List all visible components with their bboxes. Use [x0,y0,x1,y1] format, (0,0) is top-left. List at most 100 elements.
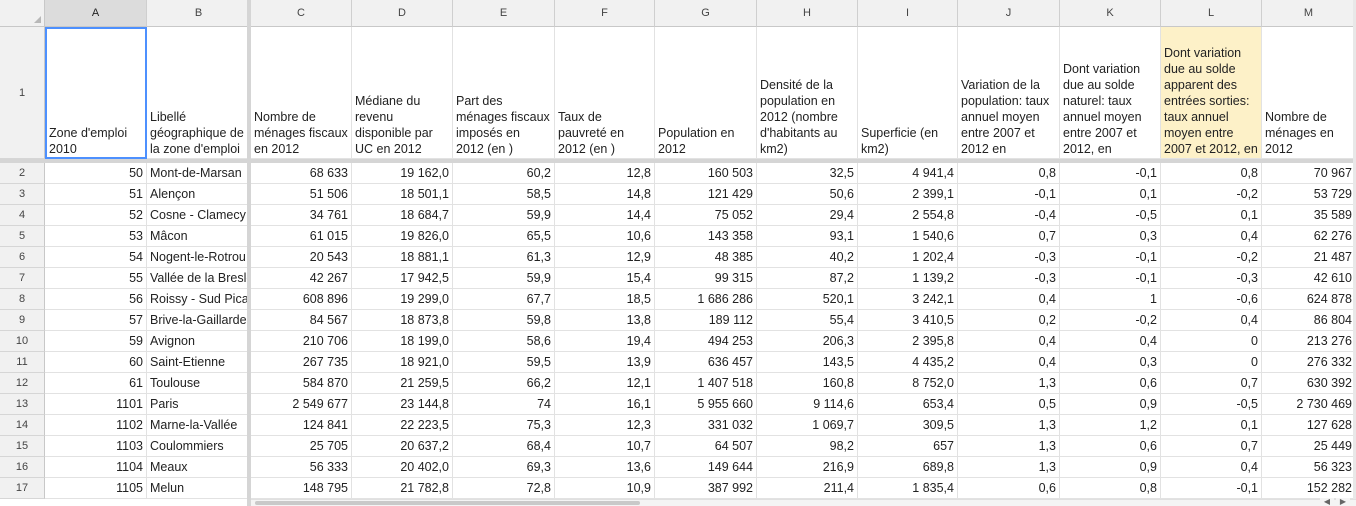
cell-d14[interactable]: 22 223,5 [352,415,453,436]
cell-c11[interactable]: 267 735 [251,352,352,373]
header-cell-d[interactable]: Médiane du revenu disponible par UC en 2… [352,27,453,159]
cell-k8[interactable]: 1 [1060,289,1161,310]
cell-b5[interactable]: Mâcon [147,226,251,247]
cell-b16[interactable]: Meaux [147,457,251,478]
cell-b6[interactable]: Nogent-le-Rotrou [147,247,251,268]
cell-c14[interactable]: 124 841 [251,415,352,436]
cell-e4[interactable]: 59,9 [453,205,555,226]
cell-d6[interactable]: 18 881,1 [352,247,453,268]
cell-f14[interactable]: 12,3 [555,415,655,436]
cell-g16[interactable]: 149 644 [655,457,757,478]
row-header-14[interactable]: 14 [0,415,45,436]
row-header-16[interactable]: 16 [0,457,45,478]
cell-a17[interactable]: 1105 [45,478,147,499]
cell-m9[interactable]: 86 804 [1262,310,1356,331]
cell-k15[interactable]: 0,6 [1060,436,1161,457]
header-cell-e[interactable]: Part des ménages fiscaux imposés en 2012… [453,27,555,159]
scroll-right-arrow-icon[interactable]: ▶ [1336,498,1350,506]
cell-h17[interactable]: 211,4 [757,478,858,499]
cell-f13[interactable]: 16,1 [555,394,655,415]
cell-g10[interactable]: 494 253 [655,331,757,352]
cell-m12[interactable]: 630 392 [1262,373,1356,394]
cell-m10[interactable]: 213 276 [1262,331,1356,352]
cell-a5[interactable]: 53 [45,226,147,247]
cell-e9[interactable]: 59,8 [453,310,555,331]
cell-b3[interactable]: Alençon [147,184,251,205]
column-header-k[interactable]: K [1060,0,1161,27]
cell-c13[interactable]: 2 549 677 [251,394,352,415]
cell-i12[interactable]: 8 752,0 [858,373,958,394]
cell-i4[interactable]: 2 554,8 [858,205,958,226]
cell-g8[interactable]: 1 686 286 [655,289,757,310]
cell-a7[interactable]: 55 [45,268,147,289]
cell-i7[interactable]: 1 139,2 [858,268,958,289]
cell-g3[interactable]: 121 429 [655,184,757,205]
cell-b14[interactable]: Marne-la-Vallée [147,415,251,436]
cell-l9[interactable]: 0,4 [1161,310,1262,331]
cell-b15[interactable]: Coulommiers [147,436,251,457]
cell-g7[interactable]: 99 315 [655,268,757,289]
column-header-h[interactable]: H [757,0,858,27]
cell-h16[interactable]: 216,9 [757,457,858,478]
cell-i9[interactable]: 3 410,5 [858,310,958,331]
cell-j16[interactable]: 1,3 [958,457,1060,478]
cell-i8[interactable]: 3 242,1 [858,289,958,310]
cell-j15[interactable]: 1,3 [958,436,1060,457]
cell-m17[interactable]: 152 282 [1262,478,1356,499]
row-header-7[interactable]: 7 [0,268,45,289]
cell-f17[interactable]: 10,9 [555,478,655,499]
cell-j10[interactable]: 0,4 [958,331,1060,352]
column-header-i[interactable]: I [858,0,958,27]
row-header-2[interactable]: 2 [0,163,45,184]
cell-g2[interactable]: 160 503 [655,163,757,184]
cell-d2[interactable]: 19 162,0 [352,163,453,184]
cell-d3[interactable]: 18 501,1 [352,184,453,205]
row-header-8[interactable]: 8 [0,289,45,310]
cell-h7[interactable]: 87,2 [757,268,858,289]
horizontal-scrollbar[interactable] [251,499,1356,506]
cell-m15[interactable]: 25 449 [1262,436,1356,457]
header-cell-c[interactable]: Nombre de ménages fiscaux en 2012 [251,27,352,159]
cell-f3[interactable]: 14,8 [555,184,655,205]
header-cell-i[interactable]: Superficie (en km2) [858,27,958,159]
cell-m11[interactable]: 276 332 [1262,352,1356,373]
cell-k17[interactable]: 0,8 [1060,478,1161,499]
cell-m5[interactable]: 62 276 [1262,226,1356,247]
cell-l15[interactable]: 0,7 [1161,436,1262,457]
cell-a15[interactable]: 1103 [45,436,147,457]
row-header-3[interactable]: 3 [0,184,45,205]
cell-k6[interactable]: -0,1 [1060,247,1161,268]
cell-j6[interactable]: -0,3 [958,247,1060,268]
cell-h11[interactable]: 143,5 [757,352,858,373]
cell-m2[interactable]: 70 967 [1262,163,1356,184]
cell-m16[interactable]: 56 323 [1262,457,1356,478]
cell-k2[interactable]: -0,1 [1060,163,1161,184]
cell-f6[interactable]: 12,9 [555,247,655,268]
cell-g5[interactable]: 143 358 [655,226,757,247]
cell-l2[interactable]: 0,8 [1161,163,1262,184]
column-header-b[interactable]: B [147,0,251,27]
cell-d15[interactable]: 20 637,2 [352,436,453,457]
cell-m14[interactable]: 127 628 [1262,415,1356,436]
cell-e14[interactable]: 75,3 [453,415,555,436]
cell-h4[interactable]: 29,4 [757,205,858,226]
cell-k3[interactable]: 0,1 [1060,184,1161,205]
cell-c15[interactable]: 25 705 [251,436,352,457]
cell-l6[interactable]: -0,2 [1161,247,1262,268]
cell-d11[interactable]: 18 921,0 [352,352,453,373]
cell-h8[interactable]: 520,1 [757,289,858,310]
cell-l5[interactable]: 0,4 [1161,226,1262,247]
cell-m13[interactable]: 2 730 469 [1262,394,1356,415]
cell-d10[interactable]: 18 199,0 [352,331,453,352]
cell-f16[interactable]: 13,6 [555,457,655,478]
header-cell-j[interactable]: Variation de la population: taux annuel … [958,27,1060,159]
cell-g15[interactable]: 64 507 [655,436,757,457]
cell-i11[interactable]: 4 435,2 [858,352,958,373]
cell-k13[interactable]: 0,9 [1060,394,1161,415]
cell-b4[interactable]: Cosne - Clamecy [147,205,251,226]
header-cell-b[interactable]: Libellé géographique de la zone d'emploi [147,27,251,159]
cell-j9[interactable]: 0,2 [958,310,1060,331]
column-header-g[interactable]: G [655,0,757,27]
cell-k7[interactable]: -0,1 [1060,268,1161,289]
cell-d16[interactable]: 20 402,0 [352,457,453,478]
